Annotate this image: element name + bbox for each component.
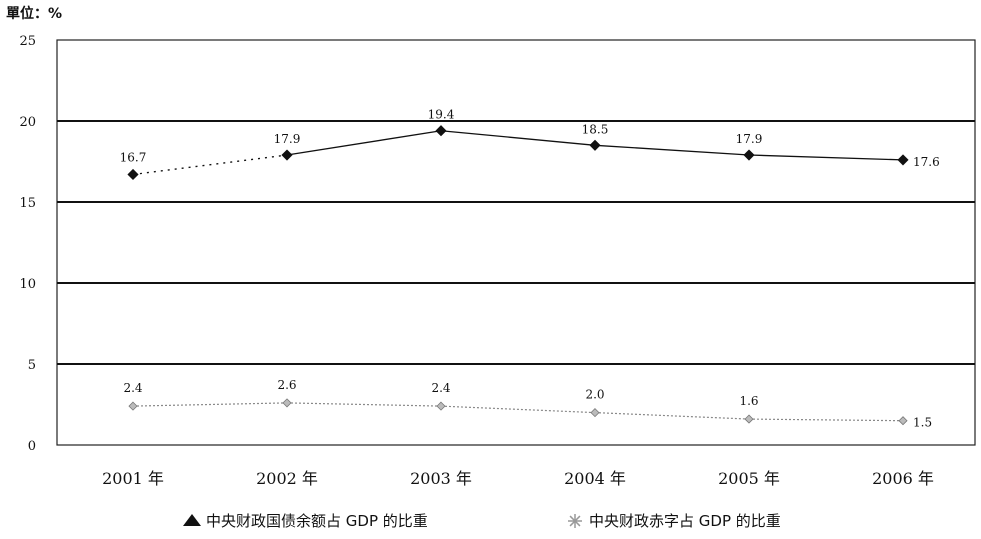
series-2-data-label-3: 2.4 xyxy=(431,381,450,395)
series-1-data-label-4: 18.5 xyxy=(582,122,609,136)
series-2-segment-2 xyxy=(286,402,442,407)
series-1-segment-5 xyxy=(748,154,904,161)
series-2-data-label-1: 2.4 xyxy=(123,381,142,395)
series-1-point-4 xyxy=(589,139,601,151)
series-2-point-5 xyxy=(744,414,754,424)
series-1-point-1 xyxy=(127,168,139,181)
legend-entry-2: 中央财政赤字占 GDP 的比重 xyxy=(589,512,781,530)
x-tick-label-3: 2003 年 xyxy=(410,469,472,488)
series-1-segment-3 xyxy=(440,130,596,146)
series-2-point-2 xyxy=(282,398,292,408)
series-group: 16.7 17.9 19.4 18.5 17.9 17.6 2.4 2.6 2.4 2.0 1.6 1… xyxy=(120,108,940,430)
series-1-point-5 xyxy=(743,149,755,161)
series-1-segment-2 xyxy=(286,130,442,156)
series-1-point-6 xyxy=(897,154,909,166)
series-2-segment-5 xyxy=(748,418,904,422)
series-1-data-label-1: 16.7 xyxy=(120,150,147,164)
x-tick-label-2: 2002 年 xyxy=(256,469,318,488)
series-1-segment-4 xyxy=(594,144,750,156)
y-tick-label-20: 20 xyxy=(19,115,36,130)
grid-lines xyxy=(56,39,976,446)
series-2-data-label-6: 1.5 xyxy=(913,416,932,430)
series-2-point-4 xyxy=(590,408,600,418)
legend-marker-1 xyxy=(183,514,201,526)
series-1-data-label-2: 17.9 xyxy=(274,132,301,146)
y-tick-label-5: 5 xyxy=(28,358,36,373)
series-1-data-label-3: 19.4 xyxy=(428,108,455,122)
series-1: 16.7 17.9 19.4 18.5 17.9 17.6 xyxy=(120,108,940,181)
series-2-point-1 xyxy=(128,401,138,411)
series-2-segment-1 xyxy=(132,402,288,407)
series-2-segment-4 xyxy=(594,412,750,420)
series-2-segment-3 xyxy=(440,405,596,414)
series-2-point-3 xyxy=(436,401,446,411)
legend: 中央财政国债余额占 GDP 的比重 中央财政赤字占 GDP 的比重 xyxy=(183,512,781,530)
x-tick-label-1: 2001 年 xyxy=(102,469,164,488)
plot-frame xyxy=(56,39,976,446)
series-1-data-label-5: 17.9 xyxy=(736,132,763,146)
series-1-data-label-6: 17.6 xyxy=(913,155,940,169)
x-axis-ticks: 2001 年 2002 年 2003 年 2004 年 2005 年 2006 年 xyxy=(102,469,934,488)
unit-label: 單位：% xyxy=(6,5,62,22)
series-1-segment-1 xyxy=(132,154,288,176)
x-tick-label-6: 2006 年 xyxy=(872,469,934,488)
legend-entry-1: 中央财政国债余额占 GDP 的比重 xyxy=(206,512,428,530)
series-2-data-label-5: 1.6 xyxy=(739,394,758,408)
series-2-data-label-2: 2.6 xyxy=(277,378,296,392)
series-2-data-label-4: 2.0 xyxy=(585,388,604,402)
y-tick-label-15: 15 xyxy=(19,196,36,211)
y-axis-ticks: 0 5 10 15 20 25 xyxy=(19,34,36,454)
series-2: 2.4 2.6 2.4 2.0 1.6 1.5 xyxy=(123,378,932,430)
series-2-point-6 xyxy=(898,416,908,426)
x-tick-label-5: 2005 年 xyxy=(718,469,780,488)
series-1-point-3 xyxy=(435,125,447,137)
series-1-point-2 xyxy=(281,149,293,161)
y-tick-label-0: 0 xyxy=(28,439,36,454)
y-tick-label-25: 25 xyxy=(19,34,36,49)
x-tick-label-4: 2004 年 xyxy=(564,469,626,488)
y-tick-label-10: 10 xyxy=(19,277,36,292)
legend-marker-2 xyxy=(568,514,582,528)
